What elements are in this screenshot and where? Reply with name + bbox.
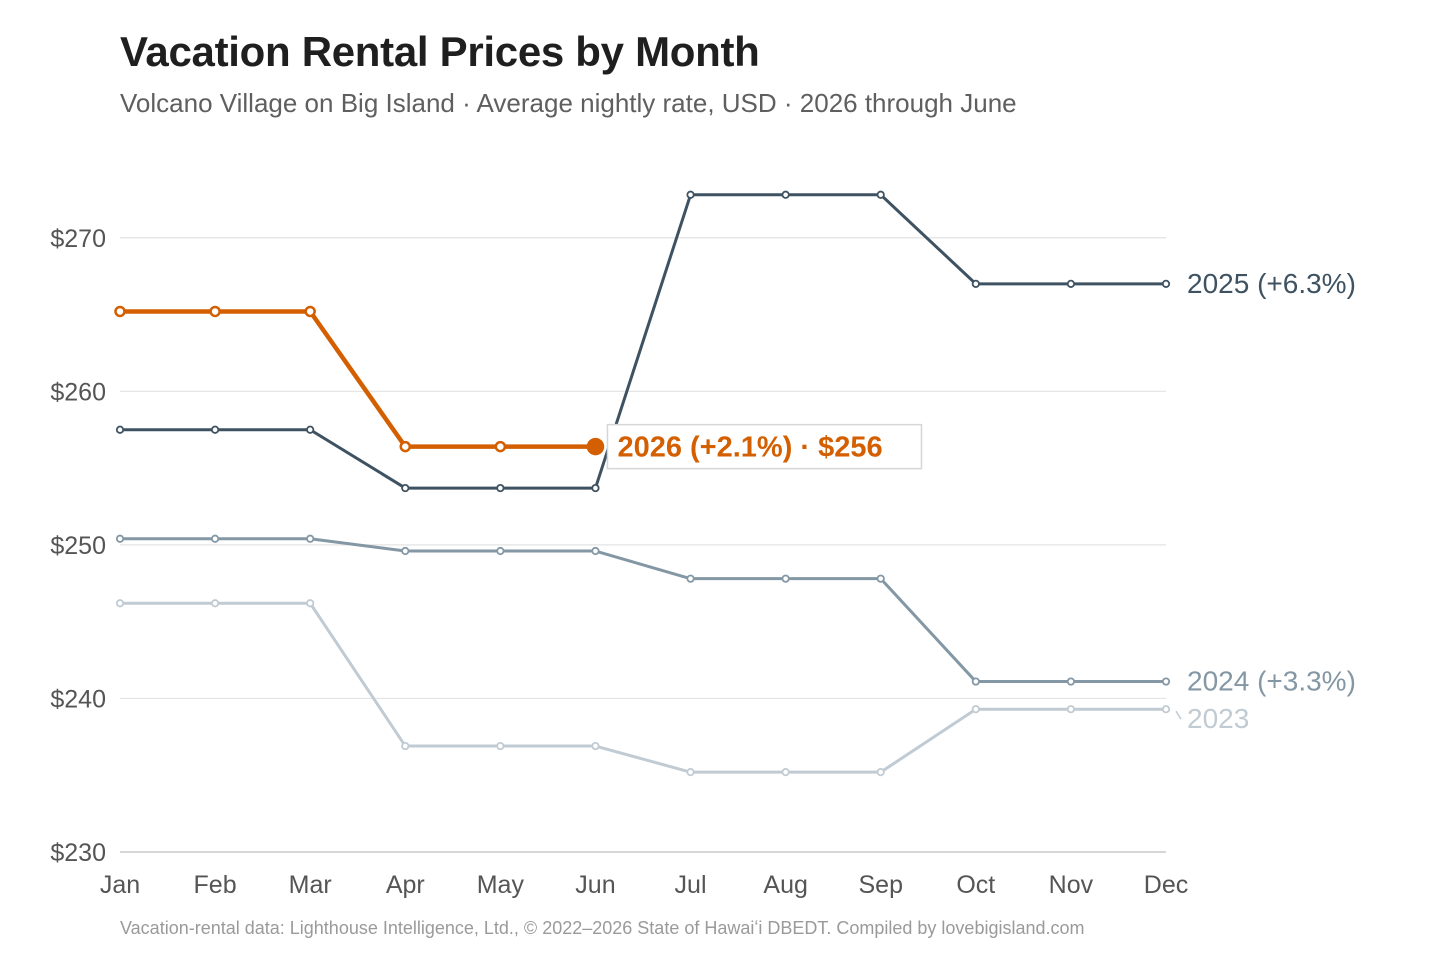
data-point-2025-aug [781, 190, 790, 199]
y-tick-label: $230 [50, 839, 106, 867]
data-point-2024-may [496, 546, 505, 556]
y-tick-label: $260 [50, 378, 106, 406]
data-point-2023-nov [1066, 705, 1076, 714]
data-point-2025-jan [115, 425, 125, 434]
source-note: Vacation-rental data: Lighthouse Intelli… [120, 918, 1085, 938]
series-label-2023: 2023 [1187, 703, 1249, 734]
data-point-2024-aug [781, 574, 790, 583]
x-tick-label: Nov [1049, 871, 1094, 899]
data-point-2025-dec [1161, 279, 1171, 288]
x-tick-label: Feb [194, 871, 237, 899]
x-tick-label: Dec [1144, 871, 1188, 899]
series-line-2023 [118, 601, 1168, 774]
data-point-2024-apr [401, 546, 410, 556]
x-tick-label: Apr [386, 871, 425, 899]
series-2024 [115, 534, 1171, 686]
data-point-2023-mar [306, 599, 315, 608]
data-point-2025-jun [591, 483, 600, 493]
y-tick-label: $270 [50, 225, 106, 253]
data-point-2023-oct [971, 705, 980, 714]
data-point-2025-oct [971, 279, 980, 288]
chart-title: Vacation Rental Prices by Month [120, 28, 760, 75]
y-tick-label: $250 [50, 532, 106, 560]
data-point-2023-apr [401, 741, 410, 751]
data-point-2024-dec [1161, 677, 1171, 686]
x-tick-label: Sep [858, 871, 902, 899]
x-tick-label: Mar [289, 871, 332, 899]
data-point-2026-jan [114, 305, 126, 318]
series-label-2025: 2025 (+6.3%) [1187, 268, 1356, 299]
data-point-2024-jul [686, 574, 695, 583]
data-point-2024-jan [115, 534, 125, 543]
data-point-2026-feb [209, 305, 221, 318]
data-point-2026-apr [399, 440, 412, 453]
data-point-2023-jan [115, 599, 125, 608]
data-point-2024-feb [210, 534, 220, 543]
highlight-label-box [606, 423, 923, 470]
series-line-2026 [117, 309, 598, 449]
series-2026 [114, 305, 605, 456]
data-point-2023-feb [210, 599, 220, 608]
data-point-2025-may [496, 483, 505, 493]
data-point-2023-jul [686, 768, 695, 777]
series-line-2024 [118, 537, 1168, 684]
data-point-2025-nov [1066, 279, 1076, 288]
gridlines [120, 237, 1166, 853]
series-2025 [115, 190, 1171, 493]
x-tick-label: Jan [100, 871, 140, 899]
data-point-2023-jun [591, 741, 600, 751]
label-leader-2023 [1175, 710, 1182, 720]
data-point-2026-mar [304, 305, 316, 318]
data-point-2023-dec [1161, 705, 1171, 714]
data-point-2025-feb [210, 425, 220, 434]
chart-subtitle: Volcano Village on Big Island · Average … [120, 88, 1017, 118]
data-point-2024-sep [876, 574, 885, 583]
series-lines [114, 190, 1171, 777]
y-axis: $230 $240 $250 $260 $270 [50, 225, 106, 867]
series-label-2026: 2026 (+2.1%) · $256 [617, 432, 882, 464]
x-tick-label: Aug [763, 871, 807, 899]
data-point-2026-jun [586, 437, 605, 456]
data-point-2023-may [496, 741, 505, 751]
data-point-2025-mar [306, 425, 315, 434]
data-point-2025-jul [686, 190, 695, 199]
series-labels: 2023 2024 (+3.3%) 2025 (+6.3%) 2026 (+2.1%)… [606, 268, 1356, 734]
data-point-2025-apr [401, 483, 410, 493]
x-tick-label: Jun [575, 871, 615, 899]
data-point-2023-sep [876, 768, 885, 777]
data-point-2026-may [494, 440, 507, 453]
series-label-2024: 2024 (+3.3%) [1187, 666, 1356, 697]
data-point-2024-oct [971, 677, 980, 686]
data-point-2024-nov [1066, 677, 1076, 686]
y-tick-label: $240 [50, 685, 106, 713]
x-tick-label: Jul [675, 871, 707, 899]
x-axis: Jan Feb Mar Apr May Jun Jul Aug Sep Oct Nov Dec [100, 871, 1188, 899]
data-point-2024-mar [306, 534, 315, 543]
data-point-2025-sep [876, 190, 885, 199]
series-2023 [115, 599, 1171, 777]
data-point-2024-jun [591, 546, 600, 556]
data-point-2023-aug [781, 768, 790, 777]
x-tick-label: May [477, 871, 525, 899]
series-line-2025 [118, 193, 1168, 490]
x-tick-label: Oct [956, 871, 995, 899]
